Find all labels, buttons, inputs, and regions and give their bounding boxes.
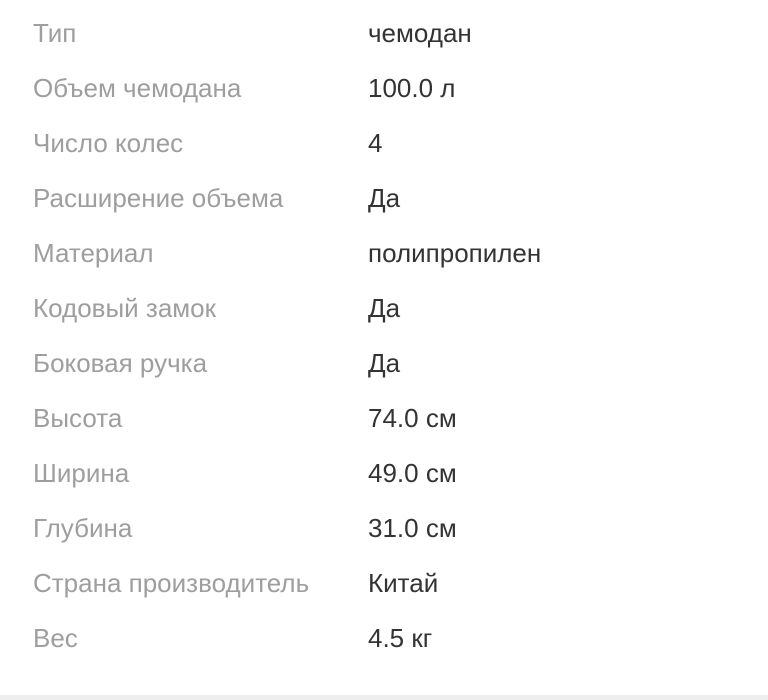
spec-row: Кодовый замок Да: [0, 281, 768, 336]
spec-value: 31.0 см: [368, 513, 457, 543]
spec-label: Вес: [33, 623, 78, 653]
spec-value: 4.5 кг: [368, 623, 433, 653]
spec-row: Материал полипропилен: [0, 226, 768, 281]
spec-row: Число колес 4: [0, 116, 768, 171]
spec-row: Страна производитель Китай: [0, 556, 768, 611]
spec-label: Кодовый замок: [33, 293, 217, 323]
spec-label: Боковая ручка: [33, 348, 208, 378]
spec-value: 49.0 см: [368, 458, 457, 488]
spec-row: Высота 74.0 см: [0, 391, 768, 446]
spec-value: чемодан: [368, 18, 472, 48]
bottom-divider: [0, 695, 768, 700]
spec-value: полипропилен: [368, 238, 542, 268]
spec-label: Тип: [33, 18, 77, 48]
spec-row: Глубина 31.0 см: [0, 501, 768, 556]
spec-value: Да: [368, 293, 401, 323]
spec-value: 4: [368, 128, 383, 158]
spec-row: Расширение объема Да: [0, 171, 768, 226]
spec-value: 100.0 л: [368, 73, 456, 103]
spec-row: Объем чемодана 100.0 л: [0, 61, 768, 116]
spec-value: Китай: [368, 568, 439, 598]
spec-value: 74.0 см: [368, 403, 457, 433]
spec-label: Ширина: [33, 458, 130, 488]
spec-label: Расширение объема: [33, 183, 284, 213]
spec-row: Вес 4.5 кг: [0, 611, 768, 666]
spec-label: Страна производитель: [33, 568, 310, 598]
spec-value: Да: [368, 348, 401, 378]
spec-label: Число колес: [33, 128, 184, 158]
spec-label: Высота: [33, 403, 123, 433]
spec-row: Тип чемодан: [0, 6, 768, 61]
spec-label: Объем чемодана: [33, 73, 242, 103]
specifications-list: Тип чемодан Объем чемодана 100.0 л Число кол…: [0, 6, 768, 666]
spec-row: Ширина 49.0 см: [0, 446, 768, 501]
spec-label: Материал: [33, 238, 154, 268]
spec-value: Да: [368, 183, 401, 213]
spec-label: Глубина: [33, 513, 133, 543]
spec-row: Боковая ручка Да: [0, 336, 768, 391]
